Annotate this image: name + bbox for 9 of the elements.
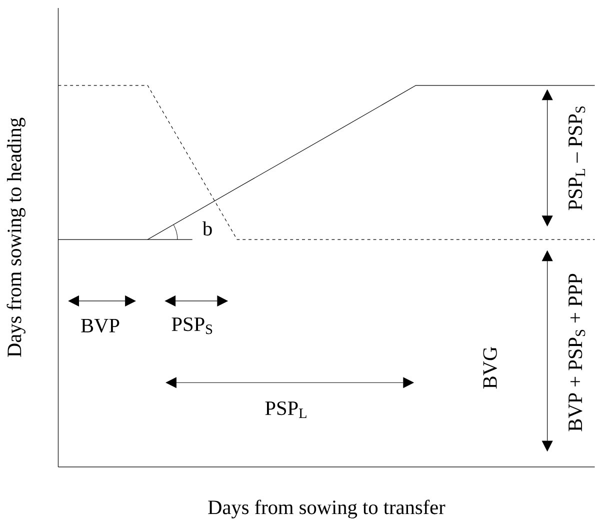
x-axis-title: Days from sowing to transfer xyxy=(208,500,446,518)
annotation: BVP xyxy=(81,318,120,332)
annotation: b xyxy=(202,221,212,236)
annotation: BVP + PSP$_{S}$ + PPP xyxy=(568,274,586,432)
y-axis-title: Days from sowing to heading xyxy=(6,118,26,357)
annotation: PSP$_{L}$ xyxy=(265,401,306,418)
annotation: PSP$_{S}$ xyxy=(172,317,212,334)
annotation: PSP$_{L}$ – PSP$_{S}$ xyxy=(568,106,586,210)
annotation: BVG xyxy=(483,346,497,388)
